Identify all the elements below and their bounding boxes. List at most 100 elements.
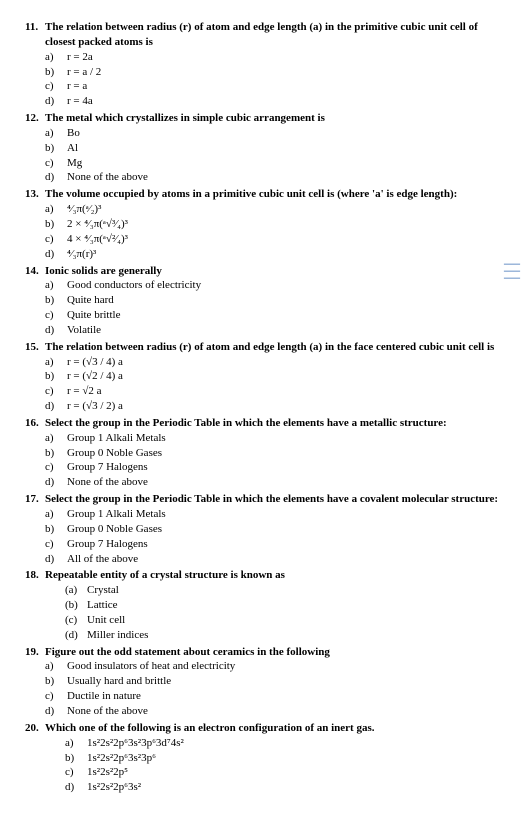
option: b)1s²2s²2p⁶3s²3p⁶ [65, 751, 501, 766]
option: a)Group 1 Alkali Metals [45, 507, 501, 522]
option-letter: (a) [65, 583, 87, 598]
option-letter: b) [45, 141, 67, 156]
option-text: Group 1 Alkali Metals [67, 507, 166, 522]
option: a)Group 1 Alkali Metals [45, 431, 501, 446]
option-text: r = a [67, 79, 87, 94]
option-letter: a) [45, 431, 67, 446]
option: a)Good conductors of electricity [45, 278, 501, 293]
option: d)None of the above [45, 475, 501, 490]
question-number: 13. [25, 187, 45, 202]
option-letter: a) [45, 202, 67, 217]
option-letter: a) [45, 126, 67, 141]
option: a)Bo [45, 126, 501, 141]
option-text: r = √2 a [67, 384, 102, 399]
option-text: Quite hard [67, 293, 114, 308]
option: b)Al [45, 141, 501, 156]
question-stem: 17.Select the group in the Periodic Tabl… [25, 492, 501, 507]
option-list: a)Bob)Alc)Mgd)None of the above [45, 126, 501, 185]
option-list: a)Good conductors of electricityb)Quite … [45, 278, 501, 337]
option-letter: b) [45, 217, 67, 232]
option: c)Group 7 Halogens [45, 537, 501, 552]
option: b)r = a / 2 [45, 65, 501, 80]
option: c)Group 7 Halogens [45, 460, 501, 475]
question-stem: 19.Figure out the odd statement about ce… [25, 645, 501, 660]
option-text: Crystal [87, 583, 119, 598]
option: d)None of the above [45, 170, 501, 185]
option: a)Good insulators of heat and electricit… [45, 659, 501, 674]
option-text: Group 0 Noble Gases [67, 522, 162, 537]
option: c)r = √2 a [45, 384, 501, 399]
option: b)Group 0 Noble Gases [45, 522, 501, 537]
option-text: Quite brittle [67, 308, 120, 323]
option-text: None of the above [67, 704, 148, 719]
question: 11.The relation between radius (r) of at… [25, 20, 501, 109]
option-text: Bo [67, 126, 80, 141]
question-number: 16. [25, 416, 45, 431]
option-text: None of the above [67, 170, 148, 185]
option-letter: d) [65, 780, 87, 795]
option-letter: d) [45, 247, 67, 262]
option-text: Group 0 Noble Gases [67, 446, 162, 461]
option-text: Group 7 Halogens [67, 460, 148, 475]
option-letter: b) [45, 369, 67, 384]
option: d)Volatile [45, 323, 501, 338]
option-letter: c) [45, 156, 67, 171]
option: b)Usually hard and brittle [45, 674, 501, 689]
option-text: Volatile [67, 323, 101, 338]
option: b)2 × ⁴⁄₃π(ᵃ√³⁄₄)³ [45, 217, 501, 232]
option-letter: a) [45, 659, 67, 674]
question-stem: 20.Which one of the following is an elec… [25, 721, 501, 736]
question-number: 11. [25, 20, 45, 50]
question: 14.Ionic solids are generallya)Good cond… [25, 264, 501, 338]
option-text: Mg [67, 156, 82, 171]
option-list: a)r = (√3 / 4) ab)r = (√2 / 4) ac)r = √2… [45, 355, 501, 414]
question-stem: 12.The metal which crystallizes in simpl… [25, 111, 501, 126]
option-text: ⁴⁄₃π(ᵃ⁄₂)³ [67, 202, 101, 217]
option-text: 1s²2s²2p⁵ [87, 765, 128, 780]
option-list: a)Good insulators of heat and electricit… [45, 659, 501, 718]
question: 18.Repeatable entity of a crystal struct… [25, 568, 501, 642]
question-text: Figure out the odd statement about ceram… [45, 645, 330, 660]
option-list: a)r = 2ab)r = a / 2c)r = ad)r = 4a [45, 50, 501, 109]
option-text: None of the above [67, 475, 148, 490]
option-list: a)Group 1 Alkali Metalsb)Group 0 Noble G… [45, 507, 501, 566]
option-list: a)1s²2s²2p⁶3s²3p⁶3d⁷4s²b)1s²2s²2p⁶3s²3p⁶… [65, 736, 501, 795]
option: (d)Miller indices [65, 628, 501, 643]
menu-icon[interactable]: ――― [504, 260, 520, 282]
question-stem: 18.Repeatable entity of a crystal struct… [25, 568, 501, 583]
option-letter: b) [45, 293, 67, 308]
option-letter: c) [65, 765, 87, 780]
question-number: 12. [25, 111, 45, 126]
option-letter: a) [45, 278, 67, 293]
question-text: The relation between radius (r) of atom … [45, 20, 501, 50]
option: d)r = (√3 / 2) a [45, 399, 501, 414]
option-letter: d) [45, 399, 67, 414]
option: (a)Crystal [65, 583, 501, 598]
option-text: r = a / 2 [67, 65, 101, 80]
question-text: Select the group in the Periodic Table i… [45, 492, 498, 507]
option-letter: a) [45, 507, 67, 522]
option-letter: a) [65, 736, 87, 751]
option: (b)Lattice [65, 598, 501, 613]
option-letter: b) [45, 65, 67, 80]
option-letter: b) [65, 751, 87, 766]
question-text: Select the group in the Periodic Table i… [45, 416, 447, 431]
option-letter: d) [45, 475, 67, 490]
option-text: Lattice [87, 598, 118, 613]
option-text: Group 1 Alkali Metals [67, 431, 166, 446]
option-text: Group 7 Halogens [67, 537, 148, 552]
option-list: a)⁴⁄₃π(ᵃ⁄₂)³b)2 × ⁴⁄₃π(ᵃ√³⁄₄)³c)4 × ⁴⁄₃π… [45, 202, 501, 261]
option: d)⁴⁄₃π(r)³ [45, 247, 501, 262]
option-text: 1s²2s²2p⁶3s²3p⁶3d⁷4s² [87, 736, 184, 751]
option: a)1s²2s²2p⁶3s²3p⁶3d⁷4s² [65, 736, 501, 751]
option-letter: a) [45, 355, 67, 370]
question-text: The metal which crystallizes in simple c… [45, 111, 325, 126]
question-number: 18. [25, 568, 45, 583]
option: c)Ductile in nature [45, 689, 501, 704]
question-number: 19. [25, 645, 45, 660]
question-list: 11.The relation between radius (r) of at… [25, 20, 501, 795]
option-letter: (c) [65, 613, 87, 628]
question-stem: 16.Select the group in the Periodic Tabl… [25, 416, 501, 431]
option-text: r = (√3 / 4) a [67, 355, 123, 370]
option-list: a)Group 1 Alkali Metalsb)Group 0 Noble G… [45, 431, 501, 490]
